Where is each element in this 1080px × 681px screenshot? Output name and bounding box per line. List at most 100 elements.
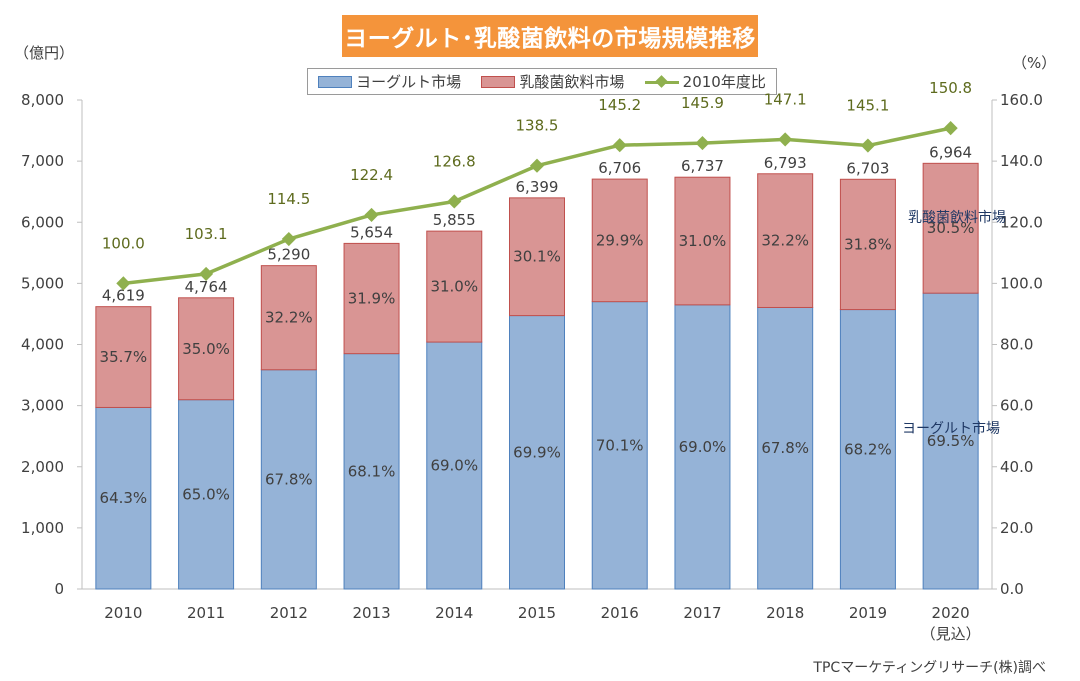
ratio-point <box>281 231 296 247</box>
bar-yogurt <box>509 315 565 590</box>
label-lactic-share: 30.5% <box>927 219 975 237</box>
label-lactic-share: 31.8% <box>844 235 892 253</box>
label-total: 4,764 <box>185 278 228 296</box>
bar-yogurt <box>674 304 731 590</box>
label-lactic-share: 32.2% <box>265 309 313 327</box>
label-total: 5,654 <box>350 223 393 241</box>
ratio-point <box>529 158 545 173</box>
ratio-point <box>860 138 875 153</box>
y-tick-right: 60.0 <box>1000 397 1033 415</box>
x-tick-label: 2012 <box>270 604 308 622</box>
ratio-label: 126.8 <box>433 152 476 170</box>
ratio-label: 145.2 <box>598 96 641 114</box>
bar-yogurt <box>757 306 814 590</box>
label-yogurt-share: 69.5% <box>927 432 975 450</box>
y-tick-left: 5,000 <box>21 274 64 292</box>
label-yogurt-share: 69.0% <box>430 457 478 475</box>
ratio-label: 150.8 <box>929 79 972 97</box>
legend-label-ratio: 2010年度比 <box>682 73 766 91</box>
left-axis-unit: （億円） <box>14 44 75 62</box>
right-axis-unit: （%） <box>1012 54 1057 72</box>
bar-lactic <box>591 178 648 303</box>
label-yogurt-share: 67.8% <box>265 470 313 488</box>
annotation-yogurt: ヨーグルト市場 <box>902 420 1000 437</box>
bar-lactic <box>839 178 896 311</box>
bar-yogurt <box>426 341 483 590</box>
legend-item-ratio: 2010年度比 <box>644 71 766 92</box>
y-tick-left: 8,000 <box>21 91 64 109</box>
bar-lactic <box>922 162 979 294</box>
chart-title: ヨーグルト･乳酸菌飲料の市場規模推移 <box>342 15 758 57</box>
x-tick-label: 2010 <box>104 604 142 622</box>
x-tick-label: 2014 <box>435 604 473 622</box>
x-tick-label: 2018 <box>766 604 804 622</box>
y-tick-left: 2,000 <box>21 458 64 476</box>
y-tick-right: 80.0 <box>1000 336 1033 354</box>
source-note: TPCマーケティングリサーチ(株)調べ <box>813 660 1046 676</box>
ratio-label: 138.5 <box>516 117 559 135</box>
label-yogurt-share: 70.1% <box>596 436 644 454</box>
x-tick-sublabel: （見込） <box>921 625 981 643</box>
y-tick-left: 1,000 <box>21 519 64 537</box>
legend: ヨーグルト市場 乳酸菌飲料市場 2010年度比 <box>307 68 777 95</box>
legend-item-lactic: 乳酸菌飲料市場 <box>481 71 624 92</box>
ratio-point <box>612 138 627 153</box>
label-lactic-share: 35.7% <box>100 348 148 366</box>
x-tick-label: 2017 <box>683 604 721 622</box>
ratio-point <box>778 132 793 147</box>
label-yogurt-share: 68.2% <box>844 440 892 458</box>
ratio-point <box>364 207 379 222</box>
y-tick-left: 4,000 <box>21 336 64 354</box>
x-tick-label: 2019 <box>849 604 887 622</box>
label-total: 5,855 <box>433 211 476 229</box>
y-tick-right: 140.0 <box>1000 152 1043 170</box>
bar-lactic <box>95 306 152 408</box>
label-total: 4,619 <box>102 287 145 305</box>
label-lactic-share: 31.0% <box>430 278 478 296</box>
bar-yogurt <box>260 369 317 590</box>
y-tick-right: 40.0 <box>1000 458 1033 476</box>
label-yogurt-share: 69.9% <box>513 443 561 461</box>
label-lactic-share: 30.1% <box>513 248 561 266</box>
label-yogurt-share: 69.0% <box>679 438 727 456</box>
bar-yogurt <box>95 406 152 590</box>
label-total: 6,703 <box>846 159 889 177</box>
ratio-point <box>943 121 958 136</box>
ratio-label: 103.1 <box>185 225 228 243</box>
y-tick-left: 6,000 <box>21 213 64 231</box>
y-tick-right: 0.0 <box>1000 580 1024 598</box>
label-yogurt-share: 67.8% <box>761 439 809 457</box>
label-yogurt-share: 64.3% <box>100 489 148 507</box>
label-lactic-share: 29.9% <box>596 231 644 249</box>
label-total: 5,290 <box>267 246 310 264</box>
bar-yogurt <box>839 309 896 590</box>
ratio-point <box>199 266 214 281</box>
y-tick-right: 160.0 <box>1000 91 1043 109</box>
bar-yogurt <box>922 292 979 590</box>
ratio-label: 147.1 <box>764 90 807 108</box>
ratio-label: 100.0 <box>102 234 145 252</box>
bar-yogurt <box>343 353 400 590</box>
legend-swatch-ratio <box>644 76 679 88</box>
ratio-label: 122.4 <box>350 166 393 184</box>
label-total: 6,399 <box>516 178 559 196</box>
label-total: 6,737 <box>681 157 724 175</box>
x-tick-label: 2013 <box>352 604 390 622</box>
ratio-label: 145.1 <box>846 97 889 115</box>
label-yogurt-share: 65.0% <box>182 485 230 503</box>
label-lactic-share: 31.9% <box>348 290 396 308</box>
ratio-label: 145.9 <box>681 94 724 112</box>
legend-item-yogurt: ヨーグルト市場 <box>318 71 461 92</box>
x-tick-label: 2011 <box>187 604 225 622</box>
legend-swatch-yogurt <box>318 75 353 88</box>
bar-yogurt <box>591 301 648 590</box>
y-tick-right: 120.0 <box>1000 213 1043 231</box>
annotation-lactic: 乳酸菌飲料市場 <box>908 209 1006 226</box>
y-tick-right: 100.0 <box>1000 274 1043 292</box>
ratio-label: 114.5 <box>267 190 310 208</box>
y-tick-left: 0 <box>54 580 64 598</box>
ratio-point <box>447 194 462 209</box>
ratio-point <box>116 276 131 291</box>
ratio-point <box>695 136 710 151</box>
